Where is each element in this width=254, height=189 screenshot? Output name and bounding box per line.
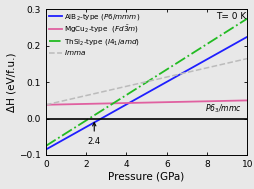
Legend: AlB$_2$-type ($P6/mmm$), MgCu$_2$-type  ($Fd\bar{3}m$), ThSi$_2$-type ($I4_1/amd: AlB$_2$-type ($P6/mmm$), MgCu$_2$-type (… xyxy=(48,11,140,58)
Y-axis label: ΔH (eV/f.u.): ΔH (eV/f.u.) xyxy=(6,53,16,112)
Text: 2.4: 2.4 xyxy=(87,137,100,146)
Text: P6$_3$/mmc: P6$_3$/mmc xyxy=(204,102,241,115)
Text: T= 0 K: T= 0 K xyxy=(215,12,245,21)
X-axis label: Pressure (GPa): Pressure (GPa) xyxy=(108,172,184,182)
